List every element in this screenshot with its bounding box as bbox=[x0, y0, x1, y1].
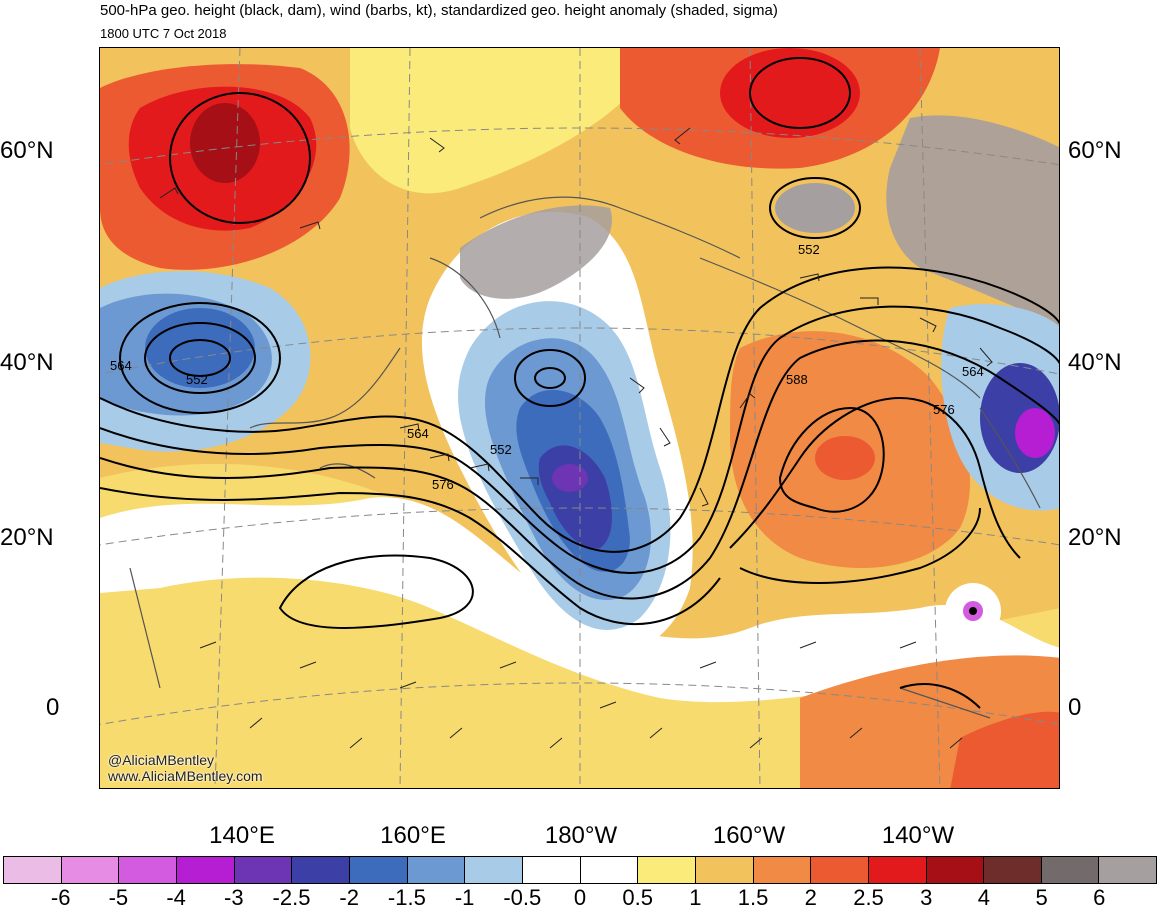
colorbar-segment bbox=[292, 857, 350, 883]
colorbar-segment bbox=[1041, 857, 1100, 883]
colorbar-label: 0.5 bbox=[622, 885, 653, 910]
lat-label-left: 60°N bbox=[0, 137, 54, 164]
lat-label-left: 40°N bbox=[0, 349, 54, 376]
colorbar-label: -0.5 bbox=[503, 885, 542, 910]
colorbar-segment bbox=[753, 857, 812, 883]
anomaly-high-northeast-core bbox=[720, 48, 860, 138]
colorbar-label: 5 bbox=[1035, 885, 1048, 910]
colorbar-segment bbox=[465, 857, 523, 883]
lon-label: 160°E bbox=[380, 822, 446, 849]
contour-label: 552 bbox=[186, 372, 208, 387]
colorbar-label: -5 bbox=[108, 885, 129, 910]
colorbar-label: -2.5 bbox=[272, 885, 311, 910]
anomaly-neutral-tropics bbox=[100, 497, 1059, 703]
colorbar-label: 2 bbox=[804, 885, 817, 910]
lat-label-right: 40°N bbox=[1068, 349, 1122, 376]
colorbar-segment bbox=[926, 857, 985, 883]
map-title: 500-hPa geo. height (black, dam), wind (… bbox=[100, 2, 778, 19]
anomaly-map: 552 564 552 564 552 576 588 552 564 576 bbox=[100, 48, 1059, 788]
anomaly-high-northwest-max bbox=[190, 103, 260, 183]
contour-label: 564 bbox=[110, 358, 132, 373]
watermark-site: www.AliciaMBentley.com bbox=[108, 768, 263, 784]
colorbar-label: 3 bbox=[920, 885, 933, 910]
colorbar-label: -1.5 bbox=[387, 885, 426, 910]
colorbar-segment bbox=[1099, 857, 1157, 883]
colorbar bbox=[3, 856, 1157, 884]
contour-label: 576 bbox=[432, 477, 454, 492]
lat-label-right: 20°N bbox=[1068, 524, 1122, 551]
contour-label: 552 bbox=[798, 242, 820, 257]
contour-label: 576 bbox=[933, 402, 955, 417]
map-panel: 552 564 552 564 552 576 588 552 564 576 bbox=[99, 47, 1060, 789]
colorbar-label: 6 bbox=[1093, 885, 1106, 910]
lon-label: 140°E bbox=[209, 822, 275, 849]
colorbar-segment bbox=[811, 857, 869, 883]
colorbar-label: 0 bbox=[573, 885, 587, 910]
colorbar-label: -4 bbox=[166, 885, 186, 910]
lon-label: 180°W bbox=[544, 822, 618, 849]
colorbar-segment bbox=[4, 857, 62, 883]
anomaly-light-positive-north bbox=[350, 48, 660, 194]
lat-label-right: 0 bbox=[1068, 694, 1082, 721]
contour-label: 564 bbox=[407, 426, 429, 441]
anomaly-low-east-core bbox=[1015, 408, 1055, 458]
colorbar-segment bbox=[580, 857, 639, 883]
colorbar-segment bbox=[984, 857, 1042, 883]
colorbar-segment bbox=[176, 857, 235, 883]
colorbar-segment bbox=[349, 857, 408, 883]
anomaly-grey-alaska bbox=[886, 115, 1059, 328]
lon-label: 160°W bbox=[712, 822, 786, 849]
wind-barbs bbox=[159, 127, 993, 749]
colorbar-label: 1.5 bbox=[737, 885, 769, 910]
watermark-handle: @AliciaMBentley bbox=[108, 752, 215, 768]
coastlines bbox=[129, 196, 1041, 719]
lat-label-right: 60°N bbox=[1068, 137, 1122, 164]
colorbar-label: -6 bbox=[50, 885, 71, 910]
height-contours bbox=[100, 57, 1059, 709]
lat-label-left: 20°N bbox=[0, 524, 54, 551]
contour-label: 564 bbox=[962, 364, 984, 379]
colorbar-label: 2.5 bbox=[853, 885, 884, 910]
colorbar-segment bbox=[119, 857, 177, 883]
colorbar-segment bbox=[522, 857, 581, 883]
colorbar-label: 4 bbox=[977, 885, 991, 910]
lat-label-left: 0 bbox=[46, 694, 60, 721]
colorbar-segment bbox=[407, 857, 466, 883]
colorbar-label: 1 bbox=[689, 885, 702, 910]
lon-label: 140°W bbox=[881, 822, 955, 849]
graticule bbox=[100, 48, 1059, 788]
anomaly-grey-kamchatka bbox=[460, 205, 612, 299]
anomaly-ridge-east-core bbox=[815, 436, 875, 480]
colorbar-label: -2 bbox=[339, 885, 359, 910]
colorbar-segment bbox=[638, 857, 696, 883]
colorbar-segment bbox=[61, 857, 120, 883]
colorbar-segment bbox=[868, 857, 927, 883]
contour-label: 588 bbox=[786, 372, 808, 387]
colorbar-segment bbox=[695, 857, 754, 883]
anomaly-southeast-core bbox=[950, 711, 1059, 788]
valid-time: 1800 UTC 7 Oct 2018 bbox=[100, 26, 227, 41]
colorbar-segment bbox=[234, 857, 293, 883]
colorbar-label: -3 bbox=[224, 885, 244, 910]
anomaly-grey-cell bbox=[775, 183, 855, 233]
anomaly-extreme-trough bbox=[552, 464, 588, 492]
colorbar-label: -1 bbox=[454, 885, 475, 910]
contour-label: 552 bbox=[490, 442, 512, 457]
hurricane-eye bbox=[969, 607, 977, 615]
